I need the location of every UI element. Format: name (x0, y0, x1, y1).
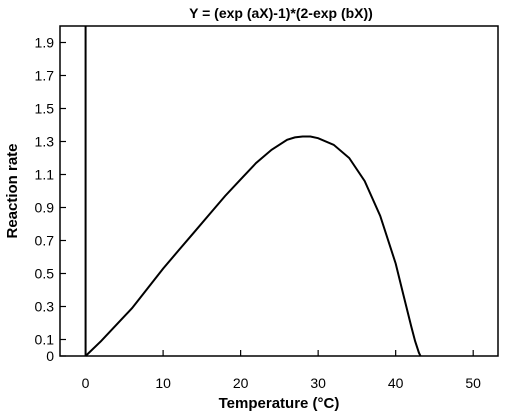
y-axis-ticks: 00.1 0.3 0.5 0.7 0.9 1.1 1.3 1.5 1.7 1.9 (35, 35, 66, 364)
y-tick-label: 0.1 (35, 332, 55, 348)
x-tick-label: 50 (465, 375, 481, 391)
y-tick-label: 1.9 (35, 35, 55, 51)
x-tick-label: 20 (233, 375, 249, 391)
series-line (84, 135, 422, 357)
y-tick-label: 1.7 (35, 68, 55, 84)
y-tick-label: 0.3 (35, 299, 55, 315)
y-tick-label: 0 (46, 348, 54, 364)
y-tick-label: 0.7 (35, 233, 55, 249)
y-tick-label: 1.5 (35, 101, 55, 117)
y-tick-label: 1.1 (35, 167, 55, 183)
y-axis-label: Reaction rate (4, 143, 21, 238)
x-tick-label: 0 (82, 375, 90, 391)
plot-frame (59, 25, 499, 357)
x-axis-label: Temperature (°C) (219, 395, 340, 412)
y-tick-label: 0.5 (35, 266, 55, 282)
x-tick-label: 40 (388, 375, 404, 391)
x-tick-label: 10 (155, 375, 171, 391)
y-tick-label: 0.9 (35, 200, 55, 216)
chart-title: Y = (exp (aX)-1)*(2-exp (bX)) (189, 5, 373, 21)
x-tick-label: 30 (310, 375, 326, 391)
y-tick-label: 1.3 (35, 134, 55, 150)
x-axis-ticks: 0 10 20 30 40 50 (82, 350, 481, 391)
